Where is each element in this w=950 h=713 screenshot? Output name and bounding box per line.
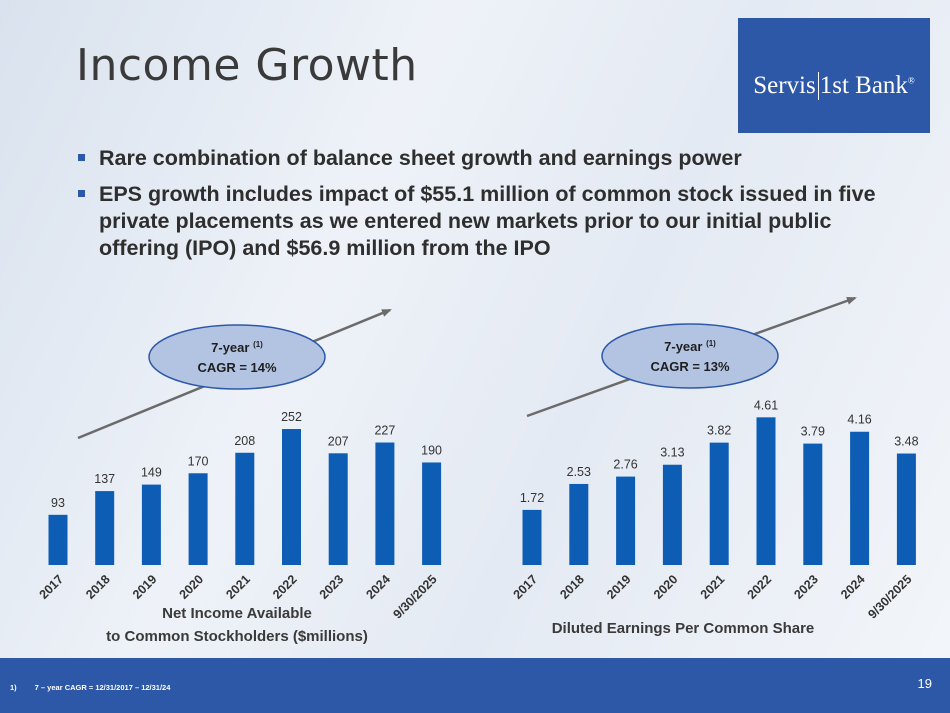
bank-logo: Servis 1st Bank® xyxy=(738,18,930,133)
bar xyxy=(850,431,870,565)
bar xyxy=(48,514,68,565)
bar xyxy=(662,464,682,565)
footnote: 1) 7 – year CAGR = 12/31/2017 – 12/31/24 xyxy=(10,683,170,692)
chart-2: 1.72 2017 2.53 2018 2.76 2019 3.13 2020 3.82 2021… xyxy=(511,296,919,637)
bar-value-label: 2.76 xyxy=(613,458,637,472)
x-tick-label: 2019 xyxy=(604,572,634,602)
cagr-label-text: 7-year xyxy=(211,340,253,355)
x-tick-label: 2017 xyxy=(511,572,541,602)
x-tick-label: 2021 xyxy=(223,572,253,602)
x-tick-label: 2019 xyxy=(130,572,160,602)
cagr-footnote-mark: (1) xyxy=(706,339,716,348)
x-tick-label: 2023 xyxy=(791,572,821,602)
x-tick-label: 2024 xyxy=(838,572,868,602)
bullet-square-icon xyxy=(78,154,85,161)
bar xyxy=(616,476,636,565)
bar xyxy=(569,483,589,565)
bar xyxy=(709,442,729,565)
logo-part2: 1st Bank xyxy=(819,72,908,99)
cagr-label-line1: 7-year (1) xyxy=(211,340,263,355)
bar-value-label: 149 xyxy=(141,466,162,480)
bar-value-label: 207 xyxy=(328,434,349,448)
x-tick-label: 2022 xyxy=(270,572,300,602)
cagr-label-line2: CAGR = 13% xyxy=(650,359,730,374)
bullet-item: Rare combination of balance sheet growth… xyxy=(78,145,898,172)
cagr-ellipse xyxy=(148,324,326,390)
bar-value-label: 3.79 xyxy=(801,425,825,439)
x-tick-label: 9/30/2025 xyxy=(865,572,914,621)
bar-value-label: 1.72 xyxy=(520,491,544,505)
x-tick-label: 2024 xyxy=(363,572,393,602)
bullet-text: EPS growth includes impact of $55.1 mill… xyxy=(99,182,876,260)
x-tick-label: 2020 xyxy=(651,572,681,602)
bar xyxy=(141,484,161,565)
cagr-label-text: 7-year xyxy=(664,339,706,354)
page-number: 19 xyxy=(917,676,932,691)
bar xyxy=(375,442,395,565)
x-axis-label: Diluted Earnings Per Common Share xyxy=(552,620,815,637)
footnote-number: 1) xyxy=(10,683,17,692)
bar xyxy=(282,429,301,565)
bar xyxy=(803,443,823,565)
bar xyxy=(522,509,542,565)
x-tick-label: 2017 xyxy=(37,572,67,602)
bar xyxy=(235,452,255,565)
bar-value-label: 137 xyxy=(94,472,115,486)
x-tick-label: 9/30/2025 xyxy=(391,572,440,621)
cagr-label-line2: CAGR = 14% xyxy=(197,360,277,375)
x-tick-label: 2023 xyxy=(317,572,347,602)
bar-value-label: 2.53 xyxy=(567,465,591,479)
bar-value-label: 3.82 xyxy=(707,424,731,438)
x-tick-label: 2021 xyxy=(698,572,728,602)
x-axis-label: to Common Stockholders ($millions) xyxy=(106,628,368,645)
bar xyxy=(188,473,208,565)
footnote-text: 7 – year CAGR = 12/31/2017 – 12/31/24 xyxy=(34,683,171,692)
bar-value-label: 3.48 xyxy=(894,435,918,449)
bar-value-label: 93 xyxy=(51,496,65,510)
bar-value-label: 190 xyxy=(421,443,442,457)
bar-value-label: 4.61 xyxy=(754,398,778,412)
bullet-square-icon xyxy=(78,190,85,197)
bullet-item: EPS growth includes impact of $55.1 mill… xyxy=(78,181,898,262)
footer-bar: 1) 7 – year CAGR = 12/31/2017 – 12/31/24 … xyxy=(0,658,950,713)
x-tick-label: 2018 xyxy=(83,572,113,602)
bar-value-label: 208 xyxy=(234,434,255,448)
bar xyxy=(756,417,776,565)
page-title: Income Growth xyxy=(76,40,418,91)
chart-1: 93 2017 137 2018 149 2019 170 2020 208 2021 252 202… xyxy=(37,308,442,645)
bar xyxy=(328,453,348,565)
bullet-text: Rare combination of balance sheet growth… xyxy=(99,146,742,170)
bar xyxy=(896,453,916,565)
bar xyxy=(422,462,442,565)
x-axis-label: Net Income Available xyxy=(162,605,312,622)
cagr-footnote-mark: (1) xyxy=(253,340,263,349)
bar-value-label: 252 xyxy=(281,410,302,424)
cagr-label-line1: 7-year (1) xyxy=(664,339,716,354)
bar-value-label: 3.13 xyxy=(660,446,684,460)
x-tick-label: 2018 xyxy=(557,572,587,602)
bar-value-label: 227 xyxy=(374,424,395,438)
bar xyxy=(95,491,115,565)
x-tick-label: 2020 xyxy=(177,572,207,602)
cagr-ellipse xyxy=(601,323,779,389)
bullet-list: Rare combination of balance sheet growth… xyxy=(78,145,898,271)
x-tick-label: 2022 xyxy=(745,572,775,602)
logo-mark: ® xyxy=(907,75,915,86)
bar-value-label: 170 xyxy=(188,454,209,468)
logo-part1: Servis xyxy=(753,72,819,100)
bar-value-label: 4.16 xyxy=(847,413,871,427)
